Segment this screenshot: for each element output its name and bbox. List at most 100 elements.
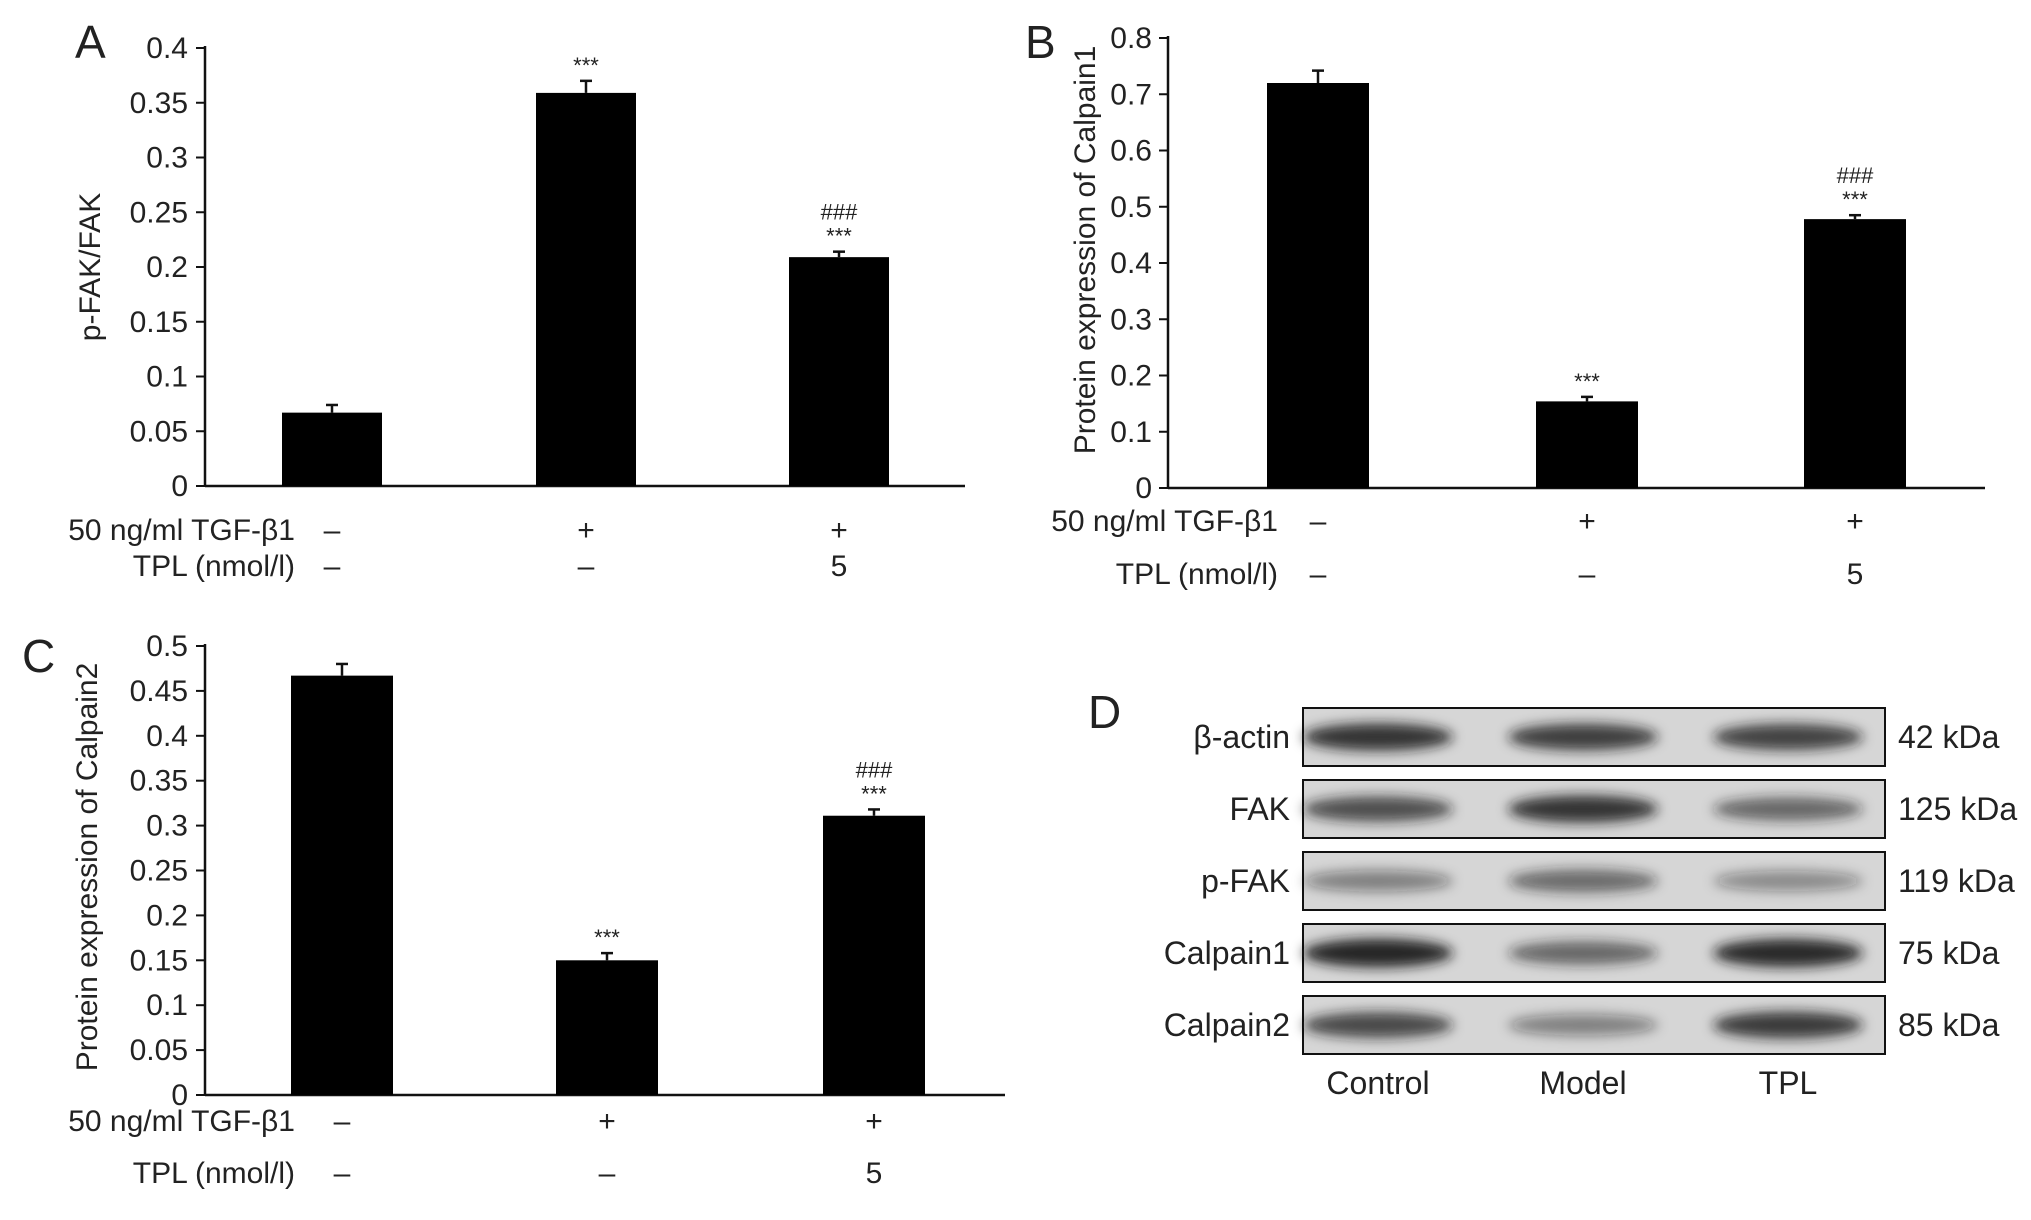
molecular-weight-label: 119 kDa [1898, 863, 2015, 899]
condition-value: + [1846, 505, 1864, 538]
condition-value: – [599, 1157, 616, 1190]
blot-band [1303, 723, 1453, 751]
panel-d: D β-actin 42 kDa FAK 125 kDa p-FAK 119 kDa Cal… [1088, 686, 2017, 1101]
bar [291, 675, 393, 1095]
bar [789, 257, 889, 486]
condition-value: – [1310, 505, 1327, 538]
bar [1804, 219, 1906, 488]
significance-stars: *** [1842, 187, 1868, 212]
condition-label: TPL (nmol/l) [133, 1157, 295, 1190]
condition-value: + [598, 1105, 616, 1138]
panel-letter: A [75, 16, 106, 68]
panel-c: C 0 0.05 0.1 0.15 0.2 0.25 0.3 0.35 0.4 0.45 0.5 Pr… [22, 630, 1005, 1190]
significance-hash: ### [856, 757, 893, 782]
y-tick-label: 0.2 [146, 899, 188, 932]
bar [556, 960, 658, 1095]
bar [1536, 401, 1638, 488]
y-axis-label: Protein expression of Calpain2 [71, 663, 104, 1072]
condition-label: TPL (nmol/l) [1116, 558, 1278, 591]
panel-a: A 0 0.05 0.1 0.15 0.2 0.25 0.3 0.35 0.4 p-FAK/FAK… [68, 16, 965, 583]
y-tick-label: 0.7 [1110, 78, 1152, 111]
blot-band [1508, 1014, 1658, 1036]
blot-band [1303, 796, 1453, 822]
bar [536, 92, 636, 487]
bar [282, 412, 382, 486]
significance-stars: *** [826, 224, 852, 249]
y-tick-label: 0.35 [130, 87, 188, 120]
blot-band [1303, 938, 1453, 968]
y-tick-label: 0.45 [130, 675, 188, 708]
y-tick-label: 0.8 [1110, 22, 1152, 55]
protein-label: FAK [1230, 791, 1290, 827]
significance-stars: *** [861, 781, 887, 806]
condition-value: – [578, 550, 595, 583]
significance-hash: ### [821, 200, 858, 225]
y-tick-label: 0.15 [130, 306, 188, 339]
blot-band [1508, 723, 1658, 751]
y-tick-label: 0.2 [146, 251, 188, 284]
y-tick-label: 0.1 [1110, 416, 1152, 449]
chart-a: 0 0.05 0.1 0.15 0.2 0.25 0.3 0.35 0.4 p-FAK/FAK **… [68, 32, 965, 583]
condition-label: 50 ng/ml TGF-β1 [68, 1105, 295, 1138]
condition-label: TPL (nmol/l) [133, 550, 295, 583]
blot-band [1713, 723, 1863, 751]
y-tick-label: 0.35 [130, 765, 188, 798]
y-tick-label: 0.05 [130, 415, 188, 448]
condition-value: – [324, 550, 341, 583]
lane-label: Control [1326, 1065, 1429, 1101]
blot-band [1713, 797, 1863, 821]
molecular-weight-label: 42 kDa [1898, 719, 2000, 755]
y-tick-label: 0.1 [146, 361, 188, 394]
lane-label: TPL [1759, 1065, 1818, 1101]
blot-band [1303, 1012, 1453, 1038]
y-tick-label: 0.2 [1110, 360, 1152, 393]
y-tick-label: 0.25 [130, 855, 188, 888]
condition-value: – [334, 1157, 351, 1190]
condition-value: 5 [831, 550, 848, 583]
bar [823, 815, 925, 1095]
western-blot: β-actin 42 kDa FAK 125 kDa p-FAK 119 kDa Calpa… [1164, 707, 2017, 1101]
y-tick-label: 0 [171, 1079, 188, 1112]
y-tick-label: 0.1 [146, 989, 188, 1022]
significance-stars: *** [594, 925, 620, 950]
condition-value: – [1579, 558, 1596, 591]
y-tick-label: 0.6 [1110, 135, 1152, 168]
condition-value: + [577, 514, 595, 547]
condition-value: 5 [1847, 558, 1864, 591]
y-tick-label: 0.3 [1110, 303, 1152, 336]
panel-letter: B [1025, 16, 1056, 68]
y-tick-label: 0.3 [146, 142, 188, 175]
panel-letter: D [1088, 686, 1121, 738]
y-tick-label: 0.4 [1110, 247, 1152, 280]
condition-value: + [865, 1105, 883, 1138]
blot-band [1303, 870, 1453, 892]
molecular-weight-label: 75 kDa [1898, 935, 2000, 971]
y-axis-label: Protein expression of Calpain1 [1069, 46, 1102, 455]
molecular-weight-label: 125 kDa [1898, 791, 2017, 827]
condition-value: – [334, 1105, 351, 1138]
lane-label: Model [1539, 1065, 1626, 1101]
y-tick-label: 0.5 [146, 630, 188, 663]
bar [1267, 83, 1369, 488]
blot-band [1508, 941, 1658, 965]
y-tick-label: 0.4 [146, 720, 188, 753]
y-tick-label: 0.3 [146, 810, 188, 843]
y-tick-label: 0 [171, 470, 188, 503]
condition-value: 5 [866, 1157, 883, 1190]
molecular-weight-label: 85 kDa [1898, 1007, 2000, 1043]
protein-label: p-FAK [1201, 863, 1290, 899]
condition-value: + [1578, 505, 1596, 538]
condition-label: 50 ng/ml TGF-β1 [1051, 505, 1278, 538]
protein-label: Calpain2 [1164, 1007, 1290, 1043]
y-axis-label: p-FAK/FAK [74, 193, 107, 341]
y-tick-label: 0.4 [146, 32, 188, 65]
y-tick-label: 0.05 [130, 1034, 188, 1067]
y-tick-label: 0.5 [1110, 191, 1152, 224]
condition-value: – [1310, 558, 1327, 591]
blot-band [1713, 870, 1863, 892]
condition-value: – [324, 514, 341, 547]
blot-band [1713, 1011, 1863, 1039]
